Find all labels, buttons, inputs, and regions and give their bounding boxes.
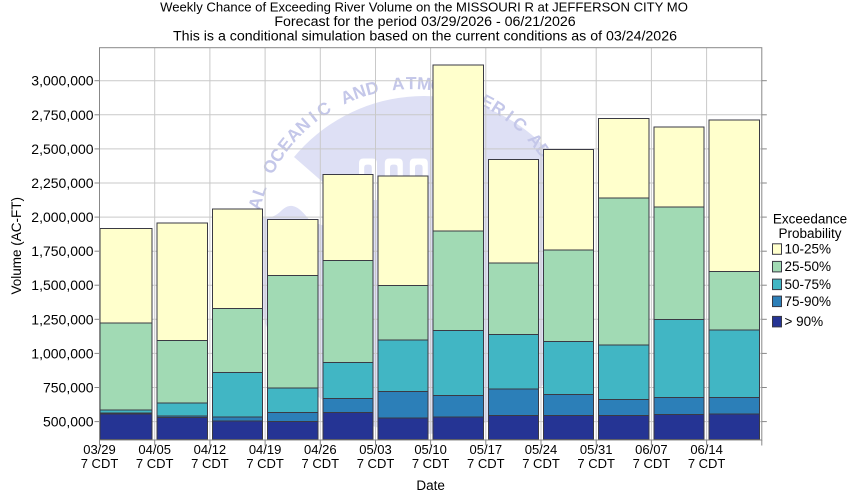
svg-text:Forecast for the period 03/29/: Forecast for the period 03/29/2026 - 06/… [274,14,575,30]
svg-text:> 90%: > 90% [785,314,824,329]
svg-text:D: D [363,77,380,100]
svg-text:7 CDT: 7 CDT [688,456,726,471]
svg-text:03/29: 03/29 [83,442,116,457]
svg-text:25-50%: 25-50% [785,259,832,274]
svg-text:Weekly Chance of Exceeding Riv: Weekly Chance of Exceeding River Volume … [160,0,688,14]
svg-text:A: A [244,194,267,212]
svg-text:75-90%: 75-90% [785,294,832,309]
svg-text:2,250,000: 2,250,000 [31,175,93,191]
svg-text:3,000,000: 3,000,000 [31,73,93,89]
svg-text:500,000: 500,000 [43,414,94,430]
svg-text:2,000,000: 2,000,000 [31,209,93,225]
svg-text:7 CDT: 7 CDT [81,456,119,471]
svg-text:05/17: 05/17 [470,442,503,457]
svg-text:N: N [350,80,368,103]
svg-text:Date: Date [416,478,445,493]
svg-text:7 CDT: 7 CDT [633,456,671,471]
svg-text:1,500,000: 1,500,000 [31,277,93,293]
svg-text:Volume (AC-FT): Volume (AC-FT) [9,197,24,295]
svg-text:Probability: Probability [778,226,841,241]
svg-text:M: M [416,73,432,94]
svg-text:10-25%: 10-25% [785,242,832,257]
svg-text:2,750,000: 2,750,000 [31,107,93,123]
svg-text:750,000: 750,000 [43,380,94,396]
svg-text:1,250,000: 1,250,000 [31,311,93,327]
svg-text:04/05: 04/05 [138,442,171,457]
svg-text:Exceedance: Exceedance [773,212,847,227]
svg-text:7 CDT: 7 CDT [246,456,284,471]
svg-text:05/03: 05/03 [359,442,392,457]
svg-text:7 CDT: 7 CDT [136,456,174,471]
svg-text:04/12: 04/12 [194,442,227,457]
svg-text:A: A [391,73,406,94]
svg-text:7 CDT: 7 CDT [577,456,615,471]
svg-text:7 CDT: 7 CDT [467,456,505,471]
svg-text:1,000,000: 1,000,000 [31,345,93,361]
svg-text:T: T [406,73,417,93]
svg-text:7 CDT: 7 CDT [302,456,340,471]
svg-text:7 CDT: 7 CDT [191,456,229,471]
svg-text:05/10: 05/10 [414,442,447,457]
svg-text:05/31: 05/31 [580,442,613,457]
svg-text:2,500,000: 2,500,000 [31,141,93,157]
svg-text:05/24: 05/24 [525,442,558,457]
svg-text:1,750,000: 1,750,000 [31,243,93,259]
svg-text:06/14: 06/14 [690,442,723,457]
svg-text:7 CDT: 7 CDT [357,456,395,471]
svg-text:04/19: 04/19 [249,442,282,457]
svg-text:This is a conditional simulati: This is a conditional simulation based o… [173,29,677,45]
svg-text:7 CDT: 7 CDT [412,456,450,471]
svg-text:04/26: 04/26 [304,442,337,457]
svg-text:06/07: 06/07 [635,442,668,457]
svg-text:50-75%: 50-75% [785,277,832,292]
svg-text:7 CDT: 7 CDT [522,456,560,471]
